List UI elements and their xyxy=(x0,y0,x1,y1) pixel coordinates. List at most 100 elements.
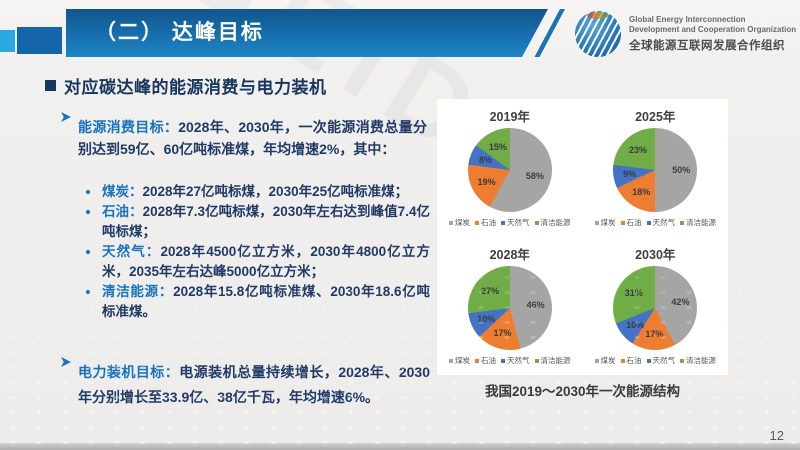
logo-org-cn: 全球能源互联网发展合作组织 xyxy=(629,40,785,53)
pie-legend: 煤炭 石油 天然气 清洁能源 xyxy=(594,217,716,228)
pie-slice-label: 17% xyxy=(645,329,664,340)
dot-bullet-icon xyxy=(86,289,90,294)
page-number: 12 xyxy=(769,428,784,443)
list-item-label: 石油： xyxy=(102,203,143,219)
logo-text: Global Energy Interconnection Developmen… xyxy=(629,15,796,54)
slide-title: （二） 达峰目标 xyxy=(95,21,264,44)
logo-org-en-line2: Development and Cooperation Organization xyxy=(629,25,797,34)
section-heading-text: 对应碳达峰的能源消费与电力装机 xyxy=(64,78,327,97)
legend-item: 煤炭 xyxy=(594,355,616,366)
legend-label: 天然气 xyxy=(652,356,676,365)
square-bullet-icon xyxy=(45,80,56,91)
legend-label: 清洁能源 xyxy=(686,356,716,365)
legend-item: 清洁能源 xyxy=(534,355,571,366)
energy-goal-list: 煤炭：2028年27亿吨标煤，2030年25亿吨标准煤； 石油：2028年7.3… xyxy=(78,182,430,322)
pie-slice-label: 19% xyxy=(477,176,496,187)
legend-item: 石油 xyxy=(475,355,496,366)
legend-dot-icon xyxy=(449,220,453,225)
pie-slice-label: 17% xyxy=(493,328,512,339)
legend-item: 天然气 xyxy=(501,217,530,228)
legend-item: 清洁能源 xyxy=(534,217,571,228)
pie-slice-label: 27% xyxy=(481,285,500,296)
list-item-text: 2028年15.8亿吨标准煤、2030年18.6亿吨标准煤。 xyxy=(102,283,430,319)
pie-slice-label: 46% xyxy=(526,299,545,310)
legend-item: 煤炭 xyxy=(449,355,470,366)
list-item-text: 2028年27亿吨标煤，2030年25亿吨标准煤； xyxy=(142,184,409,199)
legend-dot-icon xyxy=(534,358,539,363)
legend-item: 天然气 xyxy=(646,217,676,228)
accent-square-navy xyxy=(17,27,62,54)
legend-item: 石油 xyxy=(475,217,496,228)
power-goal-paragraph: 电力装机目标：电源装机总量持续增长，2028年、2030年分别增长至33.9亿、… xyxy=(78,360,430,409)
legend-label: 清洁能源 xyxy=(540,218,571,227)
pie-legend: 煤炭 石油 天然气 清洁能源 xyxy=(449,217,571,228)
legend-dot-icon xyxy=(594,358,599,363)
legend-dot-icon xyxy=(646,358,651,363)
legend-item: 天然气 xyxy=(646,355,676,366)
dot-bullet-icon xyxy=(86,249,90,254)
pie-chart-title: 2028年 xyxy=(489,248,530,262)
energy-goal-text: 2028年、2030年，一次能源消费总量分别达到59亿、60亿吨标准煤，年均增速… xyxy=(78,119,427,158)
legend-label: 清洁能源 xyxy=(540,356,571,365)
pie: 46% 17% 10% 27% xyxy=(467,266,552,350)
legend-label: 煤炭 xyxy=(600,218,616,227)
pie-slice-label: 10% xyxy=(477,314,496,325)
pie: 50% 18% 9% 23% xyxy=(613,128,698,212)
pie-slice-label: 31% xyxy=(624,288,643,299)
list-item-label: 清洁能源： xyxy=(102,283,174,299)
legend-item: 石油 xyxy=(620,217,642,228)
legend-label: 石油 xyxy=(481,356,496,365)
pie-legend: 煤炭 石油 天然气 清洁能源 xyxy=(594,355,716,366)
legend-label: 石油 xyxy=(626,356,642,365)
arrow-bullet-icon xyxy=(61,357,71,367)
pie-chart: 2025年 50% 18% 9% 23% 煤炭 石油 天然气 清洁能源 xyxy=(583,99,729,237)
legend-dot-icon xyxy=(475,220,479,225)
legend-dot-icon xyxy=(449,358,453,363)
legend-label: 煤炭 xyxy=(455,356,470,365)
legend-dot-icon xyxy=(680,220,684,225)
power-goal-text: 电源装机总量持续增长，2028年、2030年分别增长至33.9亿、38亿千瓦，年… xyxy=(78,364,430,405)
list-item-text: 2028年7.3亿吨标煤，2030年左右达到峰值7.4亿吨标煤； xyxy=(102,203,430,239)
accent-square-cyan xyxy=(0,30,15,52)
legend-label: 天然气 xyxy=(652,218,676,227)
legend-label: 天然气 xyxy=(507,356,530,365)
pie-chart: 2028年 46% 17% 10% 27% 煤炭 石油 天然气 清洁能源 xyxy=(437,237,583,375)
geidco-logo: Global Energy Interconnection Developmen… xyxy=(575,11,796,57)
list-item-label: 天然气： xyxy=(102,243,161,259)
pie-chart-title: 2025年 xyxy=(635,110,676,124)
legend-dot-icon xyxy=(620,220,625,225)
list-item-label: 煤炭： xyxy=(102,184,143,199)
legend-dot-icon xyxy=(646,220,651,225)
pie-grid: 2019年 58% 19% 8% 15% 煤炭 石油 天然气 清洁能源 2025年 50% 18% 9%… xyxy=(437,99,728,375)
energy-goal-label: 能源消费目标： xyxy=(78,119,179,135)
dot-bullet-icon xyxy=(86,209,90,214)
legend-item: 天然气 xyxy=(501,355,530,366)
legend-dot-icon xyxy=(594,220,599,225)
pie-slice-label: 58% xyxy=(525,171,544,182)
legend-dot-icon xyxy=(680,358,684,363)
arrow-bullet-icon xyxy=(61,112,71,122)
legend-dot-icon xyxy=(501,358,505,363)
pie-slice-label: 50% xyxy=(672,165,691,175)
chart-panel: 2019年 58% 19% 8% 15% 煤炭 石油 天然气 清洁能源 2025年 50% 18% 9%… xyxy=(437,99,728,375)
pie-slice-label: 42% xyxy=(671,296,690,307)
pie-chart: 2019年 58% 19% 8% 15% 煤炭 石油 天然气 清洁能源 xyxy=(437,99,583,237)
list-item-text: 2028年4500亿立方米，2030年4800亿立方米，2035年左右达峰500… xyxy=(102,243,430,279)
globe-icon xyxy=(575,11,621,57)
dot-bullet-icon xyxy=(86,190,90,194)
legend-item: 煤炭 xyxy=(594,217,616,228)
list-item-gas: 天然气：2028年4500亿立方米，2030年4800亿立方米，2035年左右达… xyxy=(78,242,430,282)
pie: 58% 19% 8% 15% xyxy=(467,128,552,212)
legend-item: 清洁能源 xyxy=(680,355,716,366)
legend-label: 石油 xyxy=(481,218,496,227)
figure-caption: 我国2019～2030年一次能源结构 xyxy=(484,384,681,399)
pie-slice-label: 10% xyxy=(626,319,645,330)
pie: 42% 17% 10% 31% xyxy=(613,266,698,350)
power-goal-label: 电力装机目标： xyxy=(78,364,180,380)
legend-item: 煤炭 xyxy=(449,217,470,228)
energy-goal-paragraph: 能源消费目标：2028年、2030年，一次能源消费总量分别达到59亿、60亿吨标… xyxy=(78,116,427,161)
pie-chart: 2030年 42% 17% 10% 31% 煤炭 石油 天然气 清洁能源 xyxy=(583,237,729,375)
list-item-coal: 煤炭：2028年27亿吨标煤，2030年25亿吨标准煤； xyxy=(78,182,430,202)
pie-chart-title: 2019年 xyxy=(489,110,530,124)
